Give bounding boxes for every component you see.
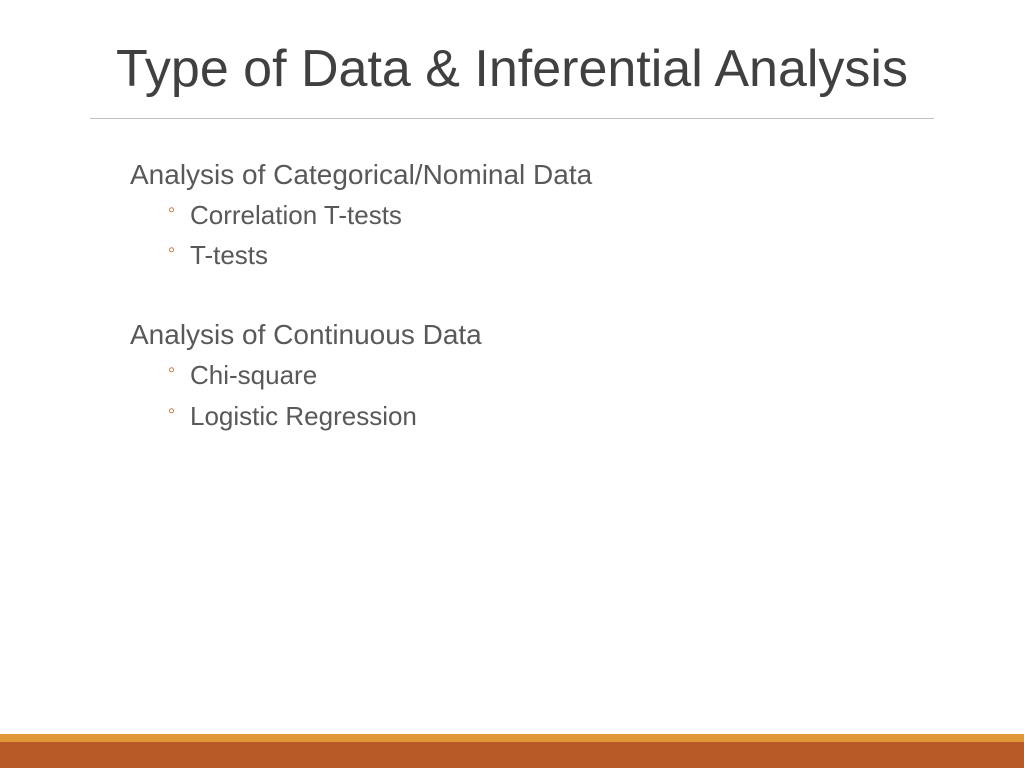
list-item: T-tests [168, 235, 934, 275]
accent-band-thin [0, 734, 1024, 742]
title-divider [90, 118, 934, 119]
section-heading: Analysis of Categorical/Nominal Data [130, 159, 934, 191]
list-item: Correlation T-tests [168, 195, 934, 235]
list-item: Logistic Regression [168, 396, 934, 436]
section-heading: Analysis of Continuous Data [130, 319, 934, 351]
slide-title: Type of Data & Inferential Analysis [90, 40, 934, 100]
accent-band-thick [0, 742, 1024, 768]
section-2: Analysis of Continuous Data Chi-square L… [90, 319, 934, 436]
list-item: Chi-square [168, 355, 934, 395]
section-1: Analysis of Categorical/Nominal Data Cor… [90, 159, 934, 276]
footer-band [0, 734, 1024, 768]
slide-container: Type of Data & Inferential Analysis Anal… [0, 0, 1024, 768]
bullet-list: Chi-square Logistic Regression [168, 355, 934, 436]
bullet-list: Correlation T-tests T-tests [168, 195, 934, 276]
